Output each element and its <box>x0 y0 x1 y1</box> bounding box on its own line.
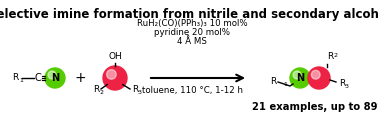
Text: 21 examples, up to 89%: 21 examples, up to 89% <box>252 102 378 112</box>
Text: 1: 1 <box>283 82 287 88</box>
Text: RuH₂(CO)(PPh₃)₃ 10 mol%: RuH₂(CO)(PPh₃)₃ 10 mol% <box>137 19 247 28</box>
Text: 2: 2 <box>100 91 104 95</box>
Text: toluene, 110 °C, 1-12 h: toluene, 110 °C, 1-12 h <box>141 86 243 95</box>
Text: OH: OH <box>108 52 122 61</box>
Text: 3: 3 <box>138 91 142 95</box>
Text: N: N <box>296 73 304 83</box>
Text: +: + <box>74 71 86 85</box>
Text: Selective imine formation from nitrile and secondary alcohol: Selective imine formation from nitrile a… <box>0 8 378 21</box>
Text: R: R <box>12 74 18 82</box>
Text: R: R <box>270 78 276 86</box>
Text: R: R <box>327 52 333 61</box>
Text: R: R <box>93 86 99 95</box>
Text: 2: 2 <box>333 53 337 58</box>
Circle shape <box>293 71 301 79</box>
Text: R: R <box>132 86 138 95</box>
Text: pyridine 20 mol%: pyridine 20 mol% <box>154 28 230 37</box>
Circle shape <box>308 67 330 89</box>
Circle shape <box>48 71 56 79</box>
Circle shape <box>45 68 65 88</box>
Text: N: N <box>51 73 59 83</box>
Text: C: C <box>35 73 41 83</box>
Circle shape <box>107 70 116 79</box>
Circle shape <box>103 66 127 90</box>
Circle shape <box>290 68 310 88</box>
Text: 1: 1 <box>19 78 23 84</box>
Circle shape <box>311 70 320 79</box>
Text: R: R <box>339 78 345 88</box>
Text: 3: 3 <box>345 84 349 88</box>
Text: 4 Å MS: 4 Å MS <box>177 37 207 46</box>
